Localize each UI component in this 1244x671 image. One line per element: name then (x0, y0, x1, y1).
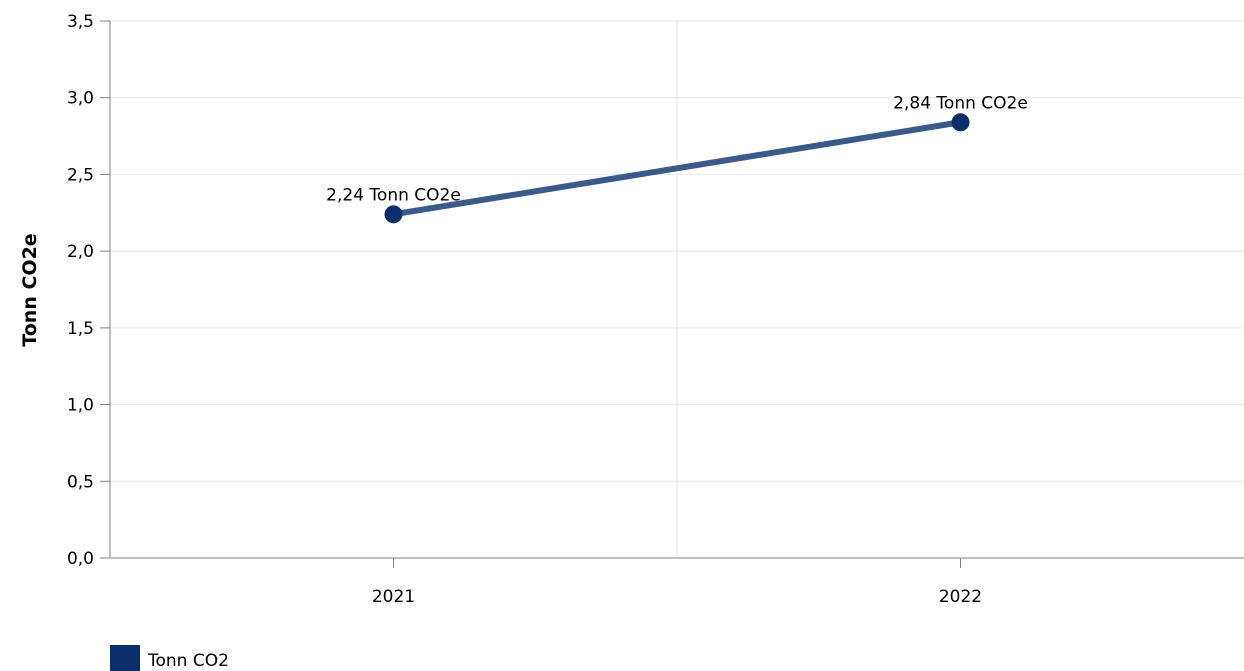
y-tick-label: 1,5 (67, 319, 94, 339)
labels-layer: 0,0 0,5 1,0 1,5 2,0 2,5 3,0 3,5 2021 2022 2,24 Ton… (67, 12, 1028, 607)
y-tick-label: 3,0 (67, 89, 94, 109)
y-tick-label: 0,5 (67, 472, 94, 492)
grid-layer (110, 20, 1244, 558)
data-point[interactable] (951, 113, 970, 132)
x-tick-label: 2022 (939, 587, 982, 607)
series-line (390, 119, 964, 218)
legend-label: Tonn CO2 (147, 651, 229, 671)
y-tick-label: 2,0 (67, 242, 94, 262)
y-axis-title: Tonn CO2e (19, 233, 41, 346)
y-tick-label: 3,5 (67, 12, 94, 32)
y-tick-label: 0,0 (67, 549, 94, 569)
legend[interactable]: Tonn CO2 (110, 645, 229, 671)
data-point[interactable] (384, 205, 403, 224)
data-label: 2,84 Tonn CO2e (893, 93, 1028, 113)
y-tick-label: 2,5 (67, 165, 94, 185)
axes-layer (100, 20, 1244, 568)
series-layer (384, 113, 970, 224)
x-tick-label: 2021 (372, 587, 415, 607)
y-tick-label: 1,0 (67, 396, 94, 416)
legend-swatch (110, 645, 140, 671)
data-label: 2,24 Tonn CO2e (326, 185, 461, 205)
